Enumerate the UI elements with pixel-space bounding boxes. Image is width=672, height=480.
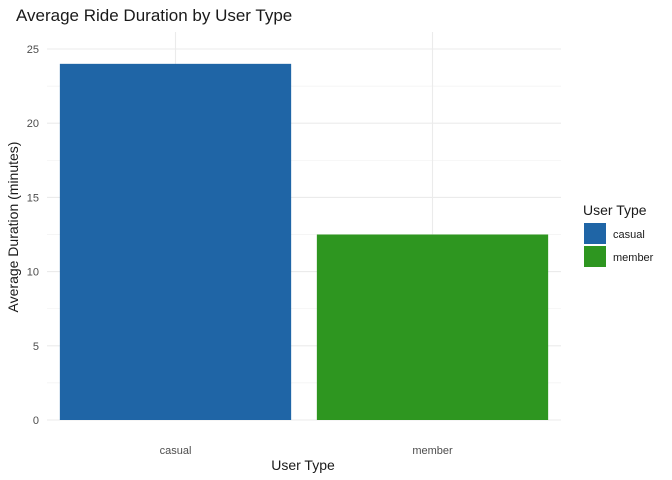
legend: User Type casual member bbox=[583, 202, 654, 267]
y-axis-title: Average Duration (minutes) bbox=[5, 142, 21, 313]
x-tick-label: member bbox=[412, 445, 453, 457]
y-tick-label: 5 bbox=[33, 341, 39, 353]
legend-label: member bbox=[613, 252, 654, 264]
bars bbox=[59, 63, 549, 421]
x-tick-label: casual bbox=[160, 445, 192, 457]
legend-swatch-casual bbox=[584, 223, 606, 244]
y-axis-ticks: 0 5 10 15 20 25 bbox=[27, 44, 39, 427]
legend-label: casual bbox=[613, 229, 645, 241]
y-tick-label: 20 bbox=[27, 118, 39, 130]
y-tick-label: 0 bbox=[33, 415, 39, 427]
x-axis-title: User Type bbox=[271, 457, 335, 473]
x-axis-ticks: casual member bbox=[160, 445, 453, 457]
y-tick-label: 15 bbox=[27, 192, 39, 204]
legend-title: User Type bbox=[583, 202, 647, 218]
bar-member bbox=[316, 234, 549, 420]
bar-casual bbox=[59, 63, 292, 421]
y-tick-label: 10 bbox=[27, 267, 39, 279]
y-tick-label: 25 bbox=[27, 44, 39, 56]
chart-title: Average Ride Duration by User Type bbox=[16, 6, 292, 25]
legend-swatch-member bbox=[584, 246, 606, 267]
